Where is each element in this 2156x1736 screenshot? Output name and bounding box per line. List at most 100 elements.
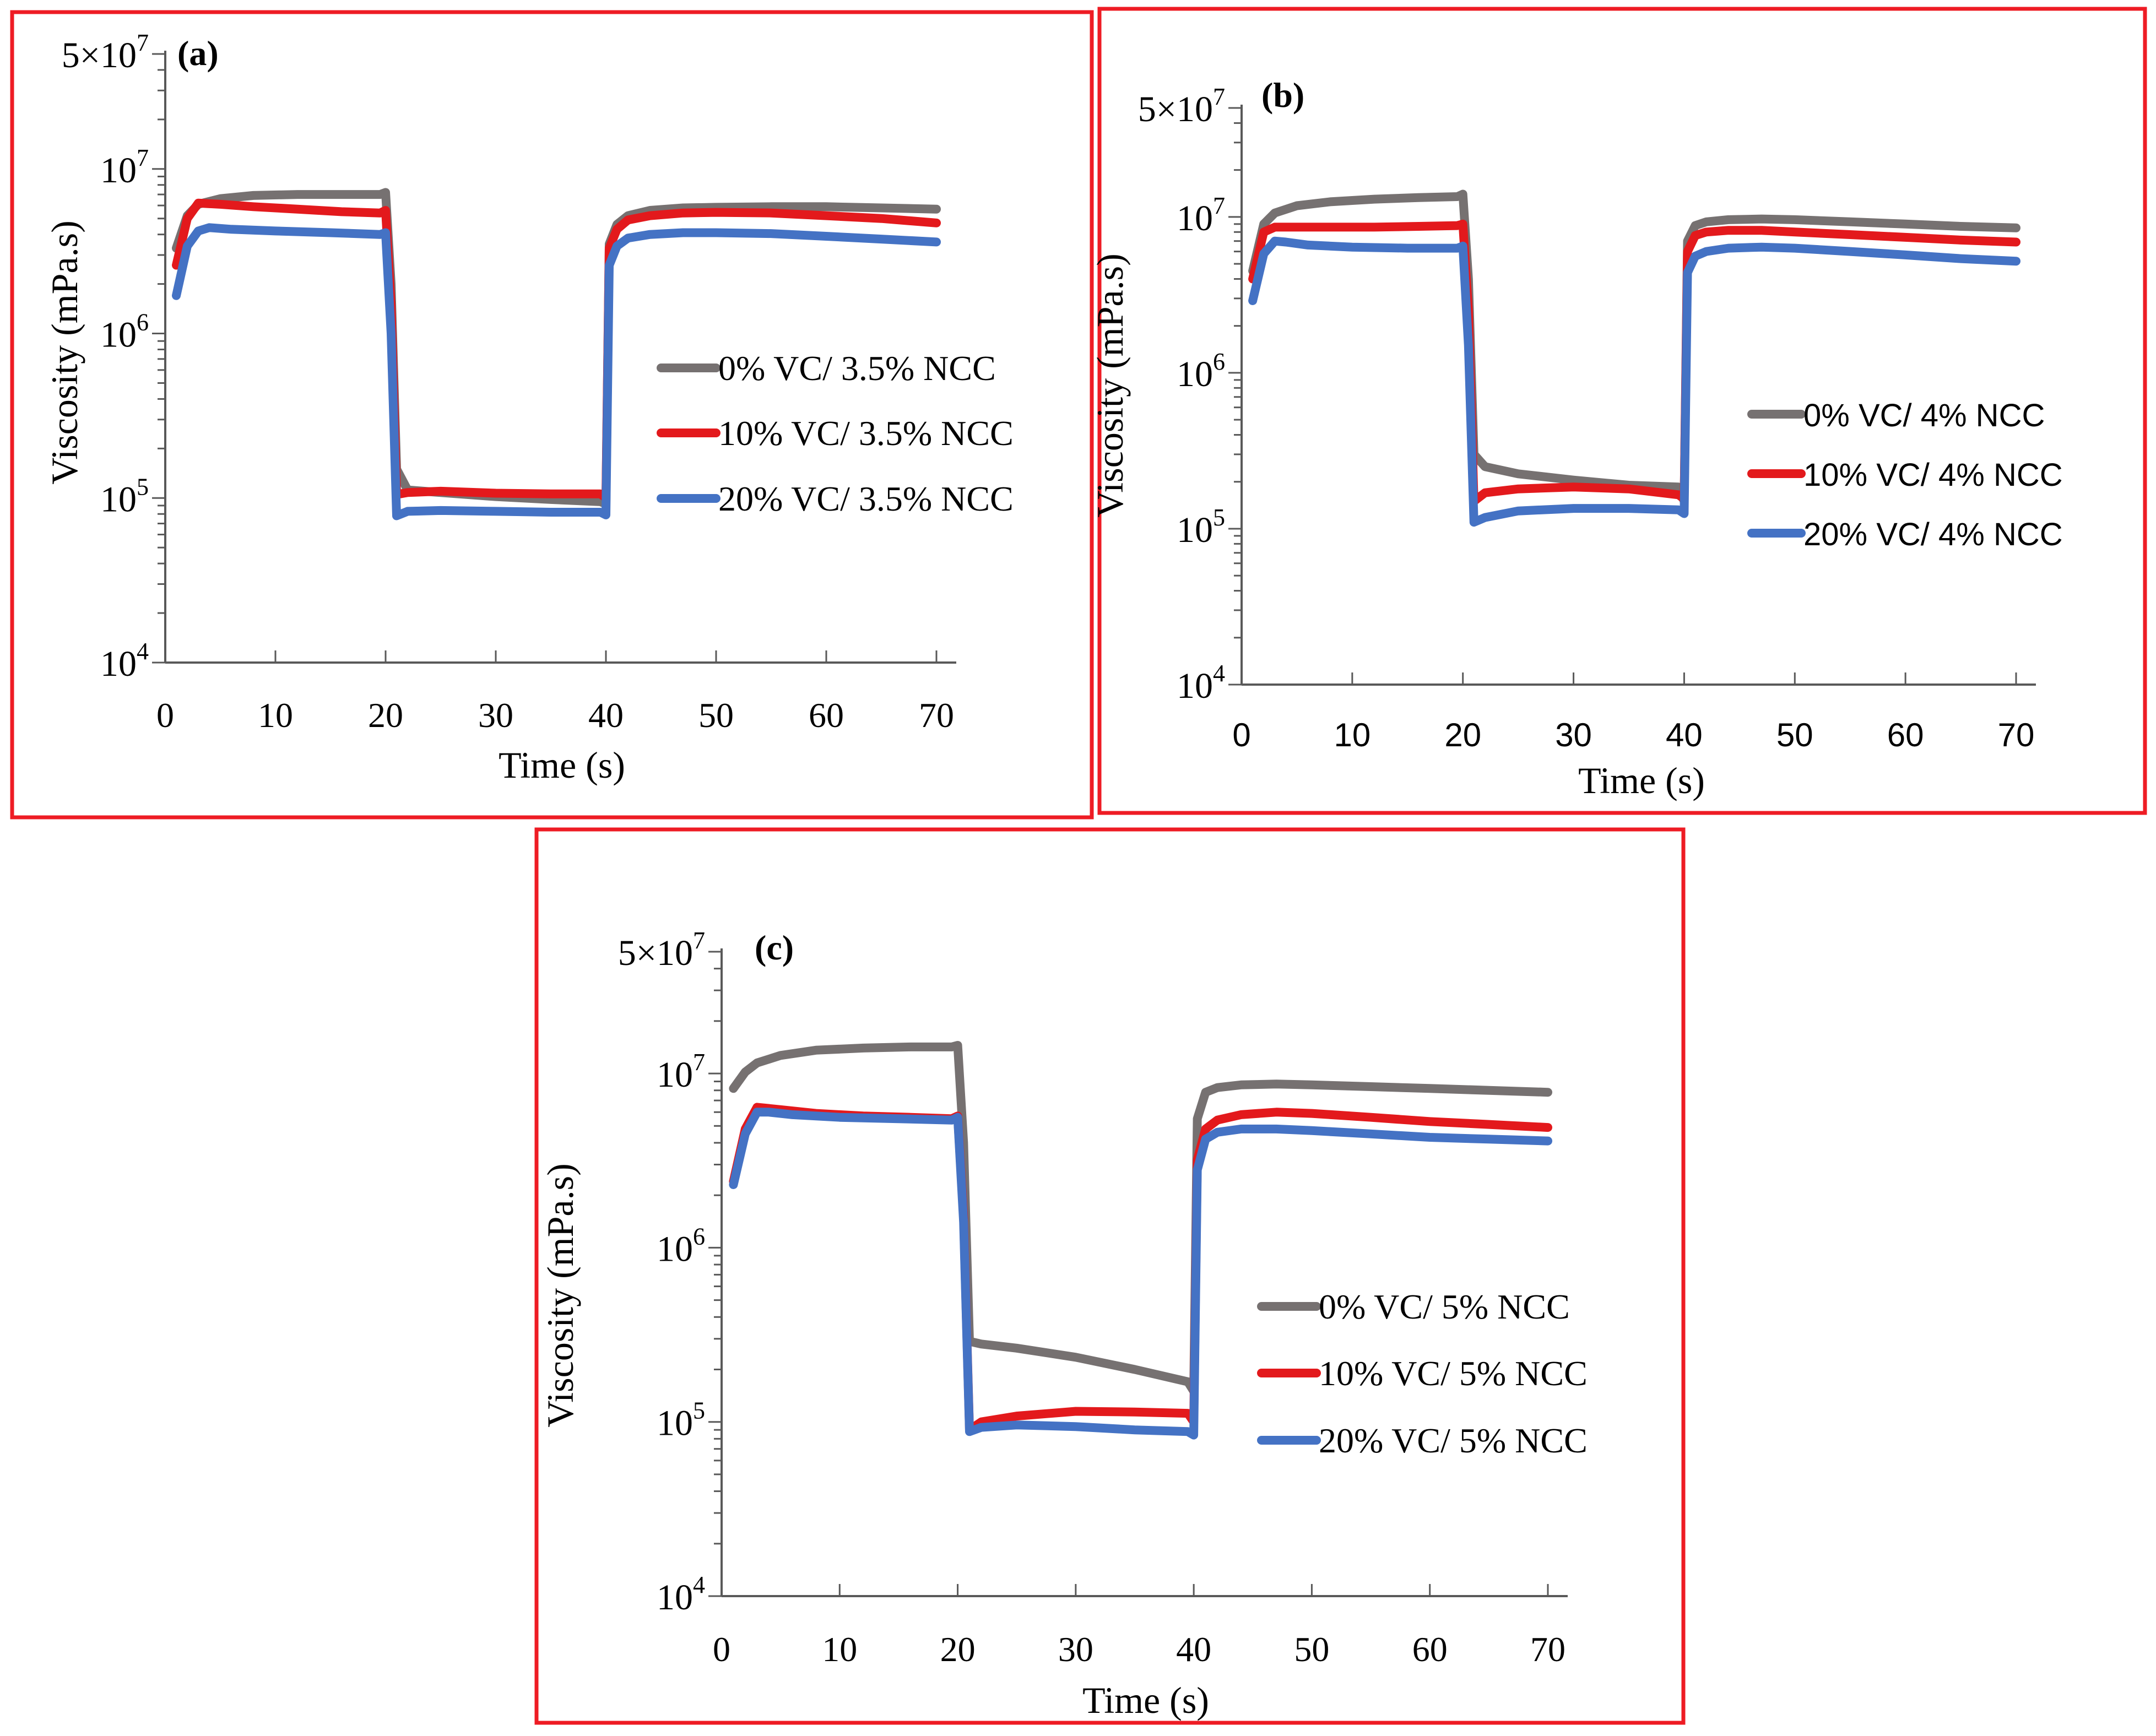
y-tick-base: 10 <box>1177 666 1213 706</box>
x-tick-label: 30 <box>478 696 513 735</box>
x-tick-label: 30 <box>1555 717 1592 753</box>
y-tick-exponent: 5 <box>1213 504 1225 531</box>
y-tick-exponent: 6 <box>137 309 149 336</box>
x-tick-label: 0 <box>156 696 174 735</box>
panel-b-frame <box>1097 7 2147 815</box>
x-tick-label: 10 <box>1334 717 1370 753</box>
x-tick-label: 30 <box>1058 1630 1093 1669</box>
x-tick-label: 70 <box>1998 717 2035 753</box>
y-tick-label: 106 <box>657 1223 705 1269</box>
y-tick-base: 10 <box>657 1055 693 1095</box>
y-tick-label: 105 <box>100 473 149 519</box>
legend-label: 0% VC/ 5% NCC <box>1319 1287 1570 1326</box>
y-tick-label: 106 <box>1177 348 1225 394</box>
legend-label: 0% VC/ 4% NCC <box>1803 398 2045 433</box>
x-tick-label: 70 <box>1530 1630 1565 1669</box>
legend-label: 10% VC/ 4% NCC <box>1803 457 2063 493</box>
x-tick-label: 70 <box>919 696 954 735</box>
y-tick-exponent: 5 <box>137 473 149 500</box>
y-tick-label: 104 <box>100 638 149 684</box>
x-tick-label: 20 <box>940 1630 976 1669</box>
y-tick-label: 5×107 <box>62 29 149 75</box>
y-tick-base: 10 <box>100 479 137 519</box>
y-axis-label: Viscosity (mPa.s) <box>1089 253 1131 517</box>
y-tick-exponent: 4 <box>1213 660 1225 687</box>
y-tick-base: 10 <box>657 1229 693 1269</box>
series-line-1 <box>1248 219 2020 506</box>
x-tick-label: 40 <box>588 696 624 735</box>
x-tick-label: 60 <box>1412 1630 1448 1669</box>
y-tick-label: 105 <box>657 1397 705 1444</box>
legend-label: 10% VC/ 5% NCC <box>1319 1354 1588 1393</box>
x-tick-label: 60 <box>1887 717 1924 753</box>
y-tick-exponent: 7 <box>1213 83 1225 110</box>
x-tick-label: 20 <box>1444 717 1481 753</box>
y-tick-label: 5×107 <box>618 927 705 973</box>
y-tick-base: 5×10 <box>1138 89 1213 129</box>
legend-label: 20% VC/ 3.5% NCC <box>718 479 1014 518</box>
legend-label: 20% VC/ 4% NCC <box>1803 517 2063 552</box>
y-axis-label: Viscosity (mPa.s) <box>539 1163 581 1427</box>
y-tick-label: 107 <box>657 1049 705 1095</box>
x-tick-label: 10 <box>258 696 293 735</box>
x-tick-label: 50 <box>1294 1630 1329 1669</box>
x-tick-label: 40 <box>1176 1630 1211 1669</box>
legend-label: 10% VC/ 3.5% NCC <box>718 414 1014 453</box>
series-line-2 <box>729 1108 1552 1440</box>
x-tick-label: 0 <box>1232 717 1250 753</box>
y-tick-base: 10 <box>100 644 137 684</box>
y-tick-exponent: 7 <box>693 1049 705 1076</box>
y-tick-exponent: 5 <box>693 1397 705 1424</box>
y-tick-label: 104 <box>1177 660 1225 706</box>
legend-label: 20% VC/ 5% NCC <box>1319 1421 1588 1460</box>
y-tick-exponent: 7 <box>137 29 149 56</box>
y-tick-base: 10 <box>100 315 137 355</box>
x-tick-label: 60 <box>809 696 844 735</box>
x-axis-label: Time (s) <box>1578 760 1705 801</box>
x-axis-label: Time (s) <box>1082 1679 1209 1721</box>
y-tick-base: 10 <box>1177 198 1213 238</box>
y-tick-base: 10 <box>1177 354 1213 394</box>
panel-c-frame <box>534 827 1686 1725</box>
y-tick-exponent: 6 <box>1213 348 1225 375</box>
y-tick-label: 106 <box>100 309 149 355</box>
y-axis-label: Viscosity (mPa.s) <box>44 220 85 484</box>
y-tick-base: 10 <box>1177 510 1213 550</box>
series-line-2 <box>1248 236 2020 527</box>
series-line-2 <box>172 223 941 520</box>
series-line-0 <box>729 1041 1552 1396</box>
y-tick-label: 107 <box>100 144 149 191</box>
y-tick-base: 5×10 <box>618 933 693 973</box>
y-tick-exponent: 4 <box>693 1571 705 1598</box>
y-tick-label: 107 <box>1177 192 1225 238</box>
panel-label: (b) <box>1261 75 1304 115</box>
y-tick-base: 10 <box>657 1403 693 1444</box>
x-tick-label: 20 <box>368 696 403 735</box>
y-tick-exponent: 7 <box>1213 192 1225 219</box>
series-line-1 <box>172 198 941 503</box>
panel-label: (c) <box>755 928 794 967</box>
y-tick-label: 5×107 <box>1138 83 1225 129</box>
y-tick-exponent: 7 <box>693 927 705 954</box>
x-tick-label: 50 <box>1776 717 1813 753</box>
x-tick-label: 50 <box>698 696 734 735</box>
x-tick-label: 40 <box>1666 717 1703 753</box>
y-tick-exponent: 7 <box>137 144 149 171</box>
y-tick-label: 105 <box>1177 504 1225 550</box>
x-tick-label: 0 <box>713 1630 730 1669</box>
x-axis-label: Time (s) <box>499 744 625 786</box>
y-tick-base: 5×10 <box>62 35 137 75</box>
y-tick-label: 104 <box>657 1571 705 1618</box>
y-tick-base: 10 <box>657 1577 693 1618</box>
y-tick-exponent: 4 <box>137 638 149 665</box>
panel-a-frame <box>10 10 1094 820</box>
legend-label: 0% VC/ 3.5% NCC <box>718 349 996 388</box>
x-tick-label: 10 <box>822 1630 857 1669</box>
panel-label: (a) <box>177 34 219 73</box>
y-tick-base: 10 <box>100 150 137 191</box>
y-tick-exponent: 6 <box>693 1223 705 1250</box>
